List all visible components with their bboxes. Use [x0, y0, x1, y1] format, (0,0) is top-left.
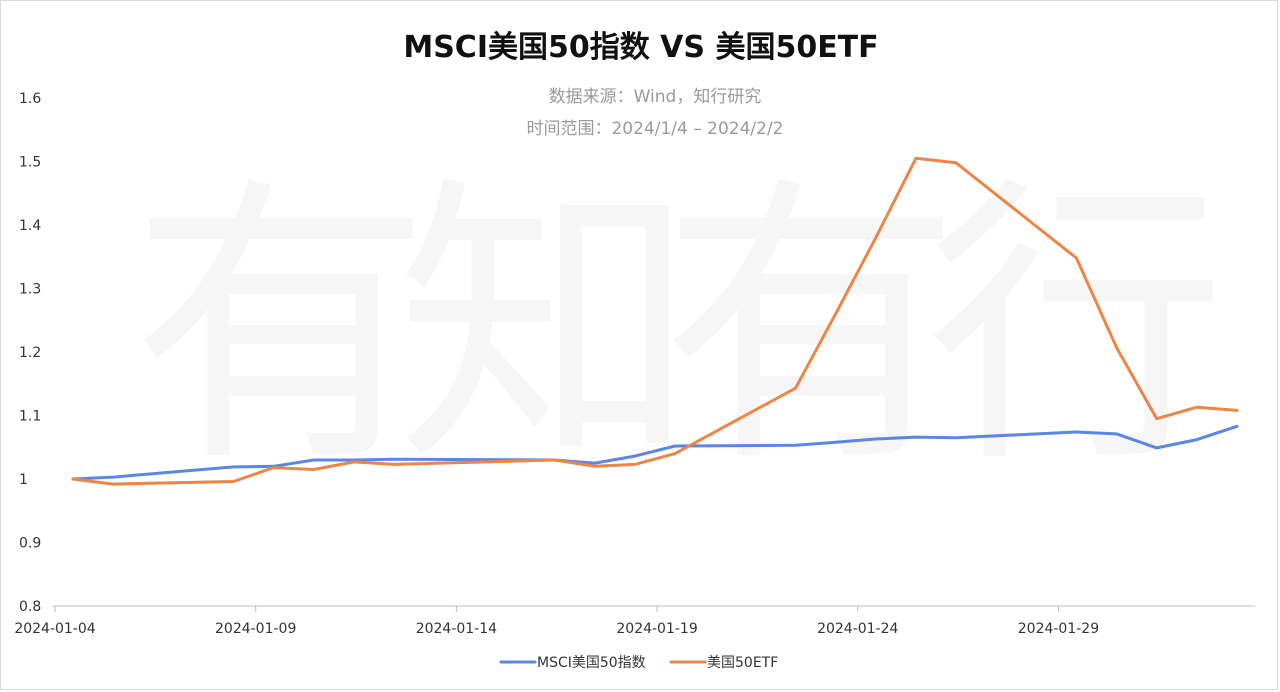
chart-subtitle-source: 数据来源：Wind，知行研究: [549, 87, 762, 107]
y-axis: 0.8 0.9 1 1.1 1.2 1.3 1.4 1.5 1.6: [19, 91, 41, 615]
x-axis: 2024-01-04 2024-01-09 2024-01-14 2024-01-19…: [14, 605, 1255, 637]
legend: MSCI美国50指数 美国50ETF: [499, 655, 778, 671]
watermark: 有知有行: [131, 153, 1217, 502]
x-tick-label: 2024-01-24: [817, 621, 898, 637]
y-tick-label: 1: [19, 472, 28, 488]
y-tick-label: 1.4: [19, 218, 41, 234]
chart-title: MSCI美国50指数 VS 美国50ETF: [403, 30, 878, 65]
series-layer: [71, 156, 1239, 486]
y-tick-label: 1.1: [19, 409, 41, 425]
y-tick-label: 0.8: [19, 599, 41, 615]
series-line-1: [71, 424, 1239, 481]
legend-label: 美国50ETF: [707, 655, 778, 671]
x-tick-label: 2024-01-09: [215, 621, 296, 637]
chart-subtitle-range: 时间范围：2024/1/4 – 2024/2/2: [526, 119, 783, 139]
x-tick-label: 2024-01-29: [1018, 621, 1099, 637]
x-tick-label: 2024-01-04: [14, 621, 95, 637]
x-tick-label: 2024-01-19: [616, 621, 697, 637]
x-tick-label: 2024-01-14: [416, 621, 497, 637]
y-tick-label: 1.2: [19, 345, 41, 361]
y-tick-label: 0.9: [19, 536, 41, 552]
series-line-2: [71, 156, 1239, 486]
legend-label: MSCI美国50指数: [537, 655, 646, 671]
y-tick-label: 1.6: [19, 91, 41, 107]
y-tick-label: 1.3: [19, 282, 41, 298]
y-tick-label: 1.5: [19, 155, 41, 171]
